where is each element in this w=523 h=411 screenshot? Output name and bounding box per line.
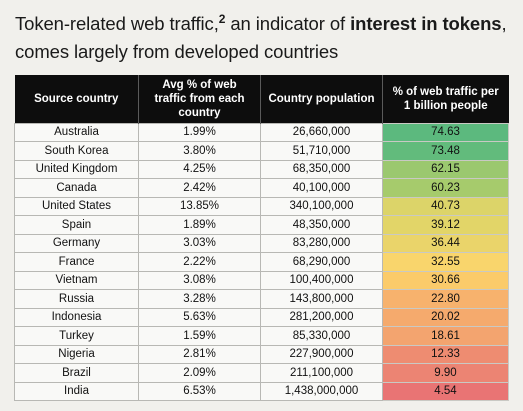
cell-country: France	[14, 252, 139, 272]
cell-avg-traffic: 2.42%	[138, 178, 261, 198]
cell-per-billion: 22.80	[382, 289, 509, 309]
cell-avg-traffic: 3.03%	[138, 233, 261, 253]
title-emphasis: interest in tokens	[350, 13, 502, 34]
table-row: Brazil 2.09% 211,100,000 9.90	[14, 363, 509, 383]
cell-per-billion: 40.73	[382, 196, 509, 216]
header-avg-traffic: Avg % of web traffic from each country	[138, 75, 261, 123]
cell-population: 100,400,000	[260, 270, 383, 290]
title-text: an indicator of	[225, 13, 351, 34]
footnote-marker: 2	[218, 12, 226, 26]
cell-population: 1,438,000,000	[260, 381, 383, 401]
cell-avg-traffic: 2.81%	[138, 344, 261, 364]
cell-per-billion: 73.48	[382, 141, 509, 161]
page-title: Token-related web traffic,2 an indicator…	[15, 11, 515, 64]
header-per-billion: % of web traffic per 1 billion people	[382, 75, 509, 123]
table-row: South Korea 3.80% 51,710,000 73.48	[14, 141, 509, 161]
cell-per-billion: 9.90	[382, 363, 509, 383]
table-body: Australia 1.99% 26,660,000 74.63 South Korea…	[14, 122, 509, 401]
cell-population: 340,100,000	[260, 196, 383, 216]
table-row: United States 13.85% 340,100,000 40.73	[14, 196, 509, 216]
cell-avg-traffic: 1.99%	[138, 122, 261, 142]
cell-per-billion: 39.12	[382, 215, 509, 235]
cell-per-billion: 20.02	[382, 307, 509, 327]
cell-per-billion: 32.55	[382, 252, 509, 272]
cell-avg-traffic: 1.89%	[138, 215, 261, 235]
cell-population: 51,710,000	[260, 141, 383, 161]
cell-population: 211,100,000	[260, 363, 383, 383]
cell-population: 227,900,000	[260, 344, 383, 364]
cell-population: 83,280,000	[260, 233, 383, 253]
cell-population: 48,350,000	[260, 215, 383, 235]
cell-population: 143,800,000	[260, 289, 383, 309]
cell-country: Brazil	[14, 363, 139, 383]
cell-per-billion: 36.44	[382, 233, 509, 253]
cell-country: Turkey	[14, 326, 139, 346]
table-row: India 6.53% 1,438,000,000 4.54	[14, 381, 509, 401]
cell-avg-traffic: 6.53%	[138, 381, 261, 401]
cell-population: 40,100,000	[260, 178, 383, 198]
cell-population: 68,350,000	[260, 159, 383, 179]
cell-country: India	[14, 381, 139, 401]
cell-avg-traffic: 4.25%	[138, 159, 261, 179]
cell-per-billion: 74.63	[382, 122, 509, 142]
cell-per-billion: 60.23	[382, 178, 509, 198]
table-header-row: Source country Avg % of web traffic from…	[14, 75, 509, 123]
cell-avg-traffic: 3.08%	[138, 270, 261, 290]
table-row: Nigeria 2.81% 227,900,000 12.33	[14, 344, 509, 364]
cell-country: Canada	[14, 178, 139, 198]
table-row: Germany 3.03% 83,280,000 36.44	[14, 233, 509, 253]
title-text: Token-related web traffic,	[15, 13, 219, 34]
cell-country: Nigeria	[14, 344, 139, 364]
table-row: France 2.22% 68,290,000 32.55	[14, 252, 509, 272]
traffic-table: Source country Avg % of web traffic from…	[14, 75, 509, 401]
table-row: Canada 2.42% 40,100,000 60.23	[14, 178, 509, 198]
cell-country: Australia	[14, 122, 139, 142]
cell-avg-traffic: 2.22%	[138, 252, 261, 272]
header-source-country: Source country	[14, 75, 139, 123]
cell-avg-traffic: 5.63%	[138, 307, 261, 327]
cell-country: Indonesia	[14, 307, 139, 327]
cell-population: 26,660,000	[260, 122, 383, 142]
title-line-2: comes largely from developed countries	[15, 41, 339, 62]
cell-country: United Kingdom	[14, 159, 139, 179]
cell-per-billion: 4.54	[382, 381, 509, 401]
cell-population: 85,330,000	[260, 326, 383, 346]
cell-avg-traffic: 3.80%	[138, 141, 261, 161]
cell-country: South Korea	[14, 141, 139, 161]
cell-country: United States	[14, 196, 139, 216]
title-text: ,	[501, 13, 507, 34]
cell-avg-traffic: 3.28%	[138, 289, 261, 309]
cell-population: 68,290,000	[260, 252, 383, 272]
cell-per-billion: 62.15	[382, 159, 509, 179]
table-row: Vietnam 3.08% 100,400,000 30.66	[14, 270, 509, 290]
cell-country: Spain	[14, 215, 139, 235]
cell-country: Russia	[14, 289, 139, 309]
table-row: Indonesia 5.63% 281,200,000 20.02	[14, 307, 509, 327]
cell-per-billion: 12.33	[382, 344, 509, 364]
cell-per-billion: 30.66	[382, 270, 509, 290]
table-row: Turkey 1.59% 85,330,000 18.61	[14, 326, 509, 346]
table-row: Russia 3.28% 143,800,000 22.80	[14, 289, 509, 309]
cell-per-billion: 18.61	[382, 326, 509, 346]
cell-country: Vietnam	[14, 270, 139, 290]
cell-country: Germany	[14, 233, 139, 253]
header-population: Country population	[260, 75, 383, 123]
cell-avg-traffic: 13.85%	[138, 196, 261, 216]
table-row: Spain 1.89% 48,350,000 39.12	[14, 215, 509, 235]
cell-population: 281,200,000	[260, 307, 383, 327]
title-line-1: Token-related web traffic,2 an indicator…	[15, 11, 515, 39]
cell-avg-traffic: 1.59%	[138, 326, 261, 346]
cell-avg-traffic: 2.09%	[138, 363, 261, 383]
table-row: Australia 1.99% 26,660,000 74.63	[14, 122, 509, 142]
table-row: United Kingdom 4.25% 68,350,000 62.15	[14, 159, 509, 179]
